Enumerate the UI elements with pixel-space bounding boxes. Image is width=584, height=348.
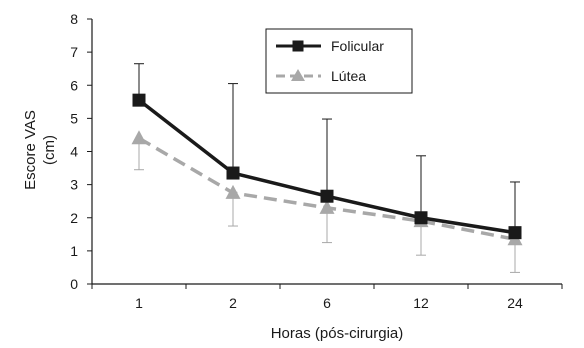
marker-s0-12 [414,211,428,225]
legend: Folicular Lútea [265,28,413,94]
y-axis-label-line-2: (cm) [41,135,58,165]
marker-s0-6 [320,189,334,203]
y-tick-label-8: 8 [70,11,78,27]
y-tick-label-3: 3 [70,177,78,193]
marker-s0-2 [226,166,240,180]
legend-marker-lutea [291,69,305,81]
marker-s1-1 [131,130,147,145]
x-tick-label-1: 1 [135,295,143,311]
y-axis-label: Escore VAS (cm) [22,110,58,190]
marker-s1-2 [225,184,241,199]
legend-label-folicular: Folicular [331,38,384,54]
x-tick-label-24: 24 [507,295,523,311]
y-tick-label-5: 5 [70,110,78,126]
y-tick-label-7: 7 [70,44,78,60]
marker-s0-1 [132,93,146,107]
x-tick-label-12: 12 [413,295,429,311]
marker-s1-6 [319,199,335,214]
y-tick-label-1: 1 [70,243,78,259]
legend-item-folicular: Folicular [276,38,384,54]
y-tick-label-6: 6 [70,77,78,93]
series-markers [131,93,523,246]
y-axis-label-line-1: Escore VAS [22,110,39,190]
y-tick-label-2: 2 [70,210,78,226]
legend-marker-folicular [292,40,304,52]
x-tick-label-6: 6 [323,295,331,311]
y-tick-label-0: 0 [70,276,78,292]
y-tick-label-4: 4 [70,144,78,160]
x-tick-label-2: 2 [229,295,237,311]
marker-s0-24 [508,226,522,240]
legend-item-lutea: Lútea [276,68,366,84]
legend-box [265,28,413,94]
x-axis-label: Horas (pós-cirurgia) [271,325,404,342]
legend-label-lutea: Lútea [331,68,366,84]
